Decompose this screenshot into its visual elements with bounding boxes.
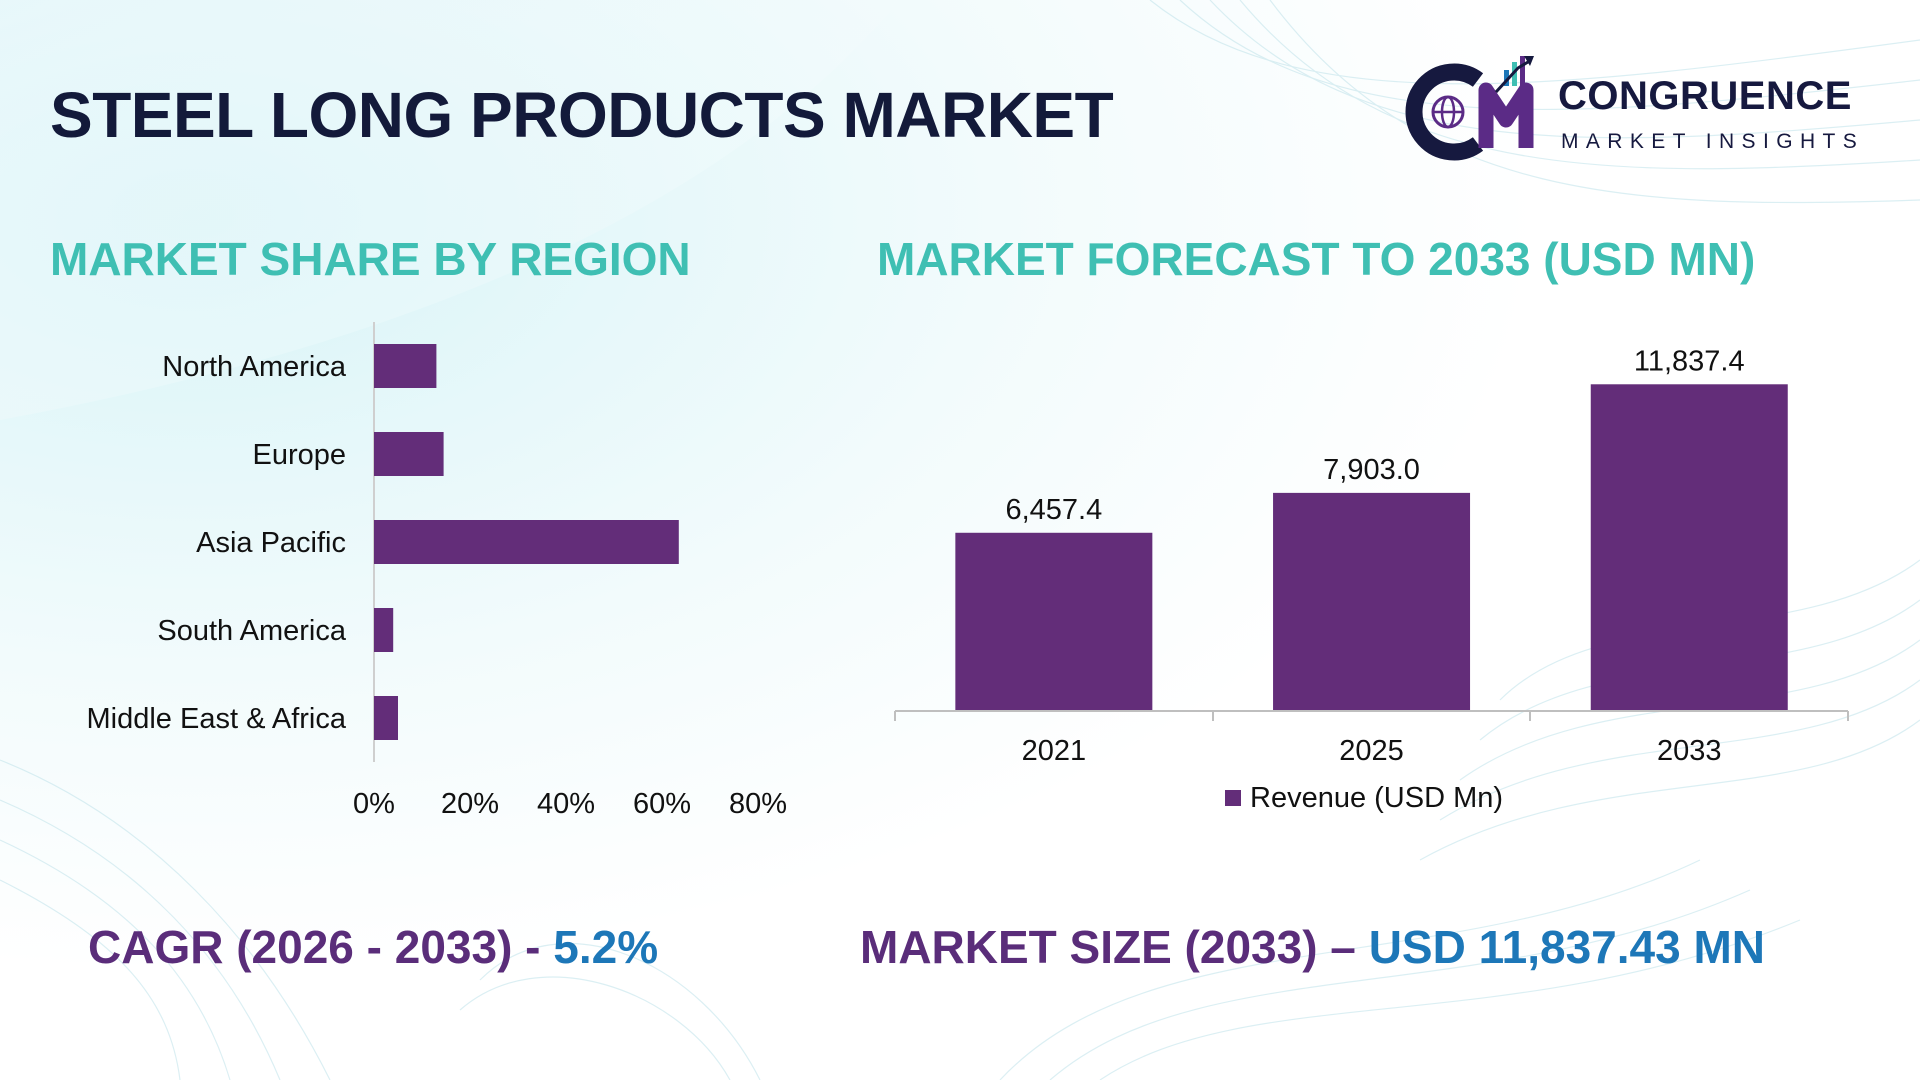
region-chart-title: MARKET SHARE BY REGION: [50, 233, 691, 285]
logo-tagline: MARKET INSIGHTS: [1561, 130, 1865, 153]
region-x-tick-label: 80%: [729, 788, 787, 820]
region-x-tick-label: 40%: [537, 788, 595, 820]
legend-label: Revenue (USD Mn): [1250, 782, 1503, 814]
forecast-chart-title: MARKET FORECAST TO 2033 (USD MN): [877, 233, 1756, 285]
region-bar: [374, 432, 444, 476]
market-size-label: MARKET SIZE (2033) –: [860, 921, 1369, 973]
legend-swatch: [1225, 790, 1241, 806]
region-category-label: Europe: [252, 439, 346, 471]
cagr-value: 5.2%: [553, 921, 659, 973]
company-logo: CONGRUENCE MARKET INSIGHTS: [1400, 52, 1890, 162]
forecast-category-label: 2025: [1339, 735, 1404, 767]
forecast-chart: 6,457.4 7,903.0 11,837.4 2021 2025 2033 Reve…: [894, 345, 1849, 814]
region-bar: [374, 344, 437, 388]
region-category-label: South America: [157, 615, 346, 647]
region-bar: [374, 520, 679, 564]
forecast-data-label: 7,903.0: [1323, 454, 1420, 486]
region-x-tick-label: 0%: [353, 788, 395, 820]
region-share-chart: North America Europe Asia Pacific South Ame…: [87, 322, 787, 820]
cm-globe-logo-icon: [1405, 56, 1534, 161]
forecast-category-label: 2021: [1022, 735, 1087, 767]
cagr-label: CAGR (2026 - 2033) -: [88, 921, 554, 973]
region-bar: [374, 608, 394, 652]
region-bar: [374, 696, 398, 740]
logo-name: CONGRUENCE: [1558, 74, 1852, 118]
region-category-label: Asia Pacific: [196, 527, 346, 559]
forecast-bar: [1590, 384, 1788, 711]
market-size-value: USD 11,837.43 MN: [1368, 921, 1766, 973]
forecast-data-label: 11,837.4: [1634, 345, 1745, 377]
market-size-stat: MARKET SIZE (2033) – USD 11,837.43 MN: [860, 920, 1765, 974]
cagr-stat: CAGR (2026 - 2033) - 5.2%: [88, 920, 658, 974]
forecast-bar: [955, 532, 1153, 711]
forecast-bar: [1273, 492, 1471, 711]
region-x-tick-label: 60%: [633, 788, 691, 820]
region-category-label: Middle East & Africa: [87, 703, 347, 735]
forecast-category-label: 2033: [1657, 735, 1722, 767]
page-title: STEEL LONG PRODUCTS MARKET: [50, 79, 1114, 151]
region-x-tick-label: 20%: [441, 788, 499, 820]
region-category-label: North America: [162, 351, 347, 383]
forecast-data-label: 6,457.4: [1005, 494, 1102, 526]
